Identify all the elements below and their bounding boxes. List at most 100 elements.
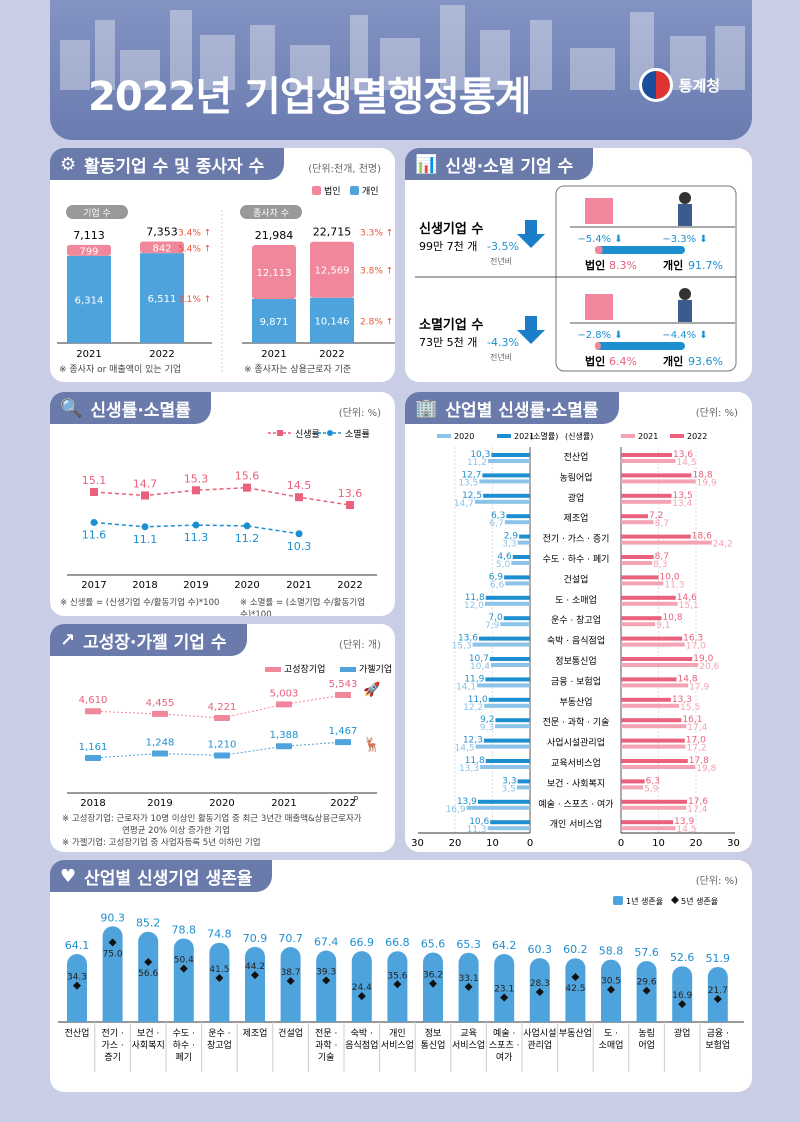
x-tick-label: 2021 [261,349,286,360]
heartbeat-icon: ♥ [60,865,77,887]
breakdown-box [555,185,737,372]
value-label: 17,0 [686,642,706,652]
value-label: 6,3 [646,776,660,786]
bar-value-label: 10,146 [315,316,350,327]
category-label: 광업 [674,1027,691,1039]
data-label: 15.3 [184,472,209,485]
data-label-5yr: 50.4 [174,956,194,966]
row-change: -3.5% [487,240,519,253]
unit-label: (단위:천개, 천명) [308,164,381,175]
data-label-1yr: 74.8 [207,928,232,941]
data-label: 5,543 [329,679,358,690]
value-label: 6,7 [490,519,504,529]
unit-label: (단위: %) [338,408,381,419]
value-label: 9,1 [656,621,670,631]
value-label: 6,3 [491,511,505,521]
header: 2022년 기업생멸행정통계 통계청 [50,0,752,140]
category-label: 가스 · [101,1040,123,1051]
value-label: 16,3 [683,634,703,644]
total-label: 21,984 [255,229,294,242]
value-label: 7,9 [485,621,500,631]
category-label: 광업 [568,492,585,504]
category-label: 증기 [104,1052,121,1063]
value-label: 9,2 [480,715,494,725]
data-point [335,691,351,698]
footnote: ※ 종사자 or 매출액이 있는 기업 [59,363,181,375]
bar-new-2021 [621,826,676,831]
value-label: 13,3 [672,695,692,705]
category-label: 제조업 [564,513,589,524]
marker-5yr-survival [713,994,722,1003]
x-tick-label: 30 [727,838,740,849]
document-search-icon: 🔍 [60,397,83,419]
value-label: 17,9 [689,682,709,692]
row-count: 73만 5천 개 [419,335,477,349]
bar-new-2022 [621,657,693,661]
chart-tab [240,205,302,219]
category-label: 개인 [389,1028,406,1039]
category-label: 예술 · [493,1028,515,1039]
corp-label: 법인 [585,354,605,368]
data-label-1yr: 64.1 [65,939,90,952]
legend-label: 2021 [638,432,658,441]
value-label: 14,6 [677,593,697,603]
legend-swatch-indiv [350,186,359,195]
person-icon [679,288,691,300]
x-tick-label: 20 [690,838,703,849]
bar-extinction-2020 [472,642,530,647]
change-label: 3.3% ↑ [360,229,393,239]
value-label: 8,7 [655,519,669,529]
data-point [152,710,168,717]
unit-label: (단위: %) [695,408,738,419]
value-label: 7,2 [649,511,663,521]
legend-label: 2021 [514,432,534,441]
bar-extinction-2020 [504,520,530,525]
value-label: 15,1 [679,601,699,611]
data-label: 15.6 [235,470,260,483]
preliminary-mark: p [354,794,359,802]
value-label: 16,9 [446,805,466,815]
panel-title: 활동기업 수 및 종사자 수 [84,156,265,177]
data-point [214,752,230,759]
data-label: 1,248 [146,737,175,748]
category-label: 소매업 [599,1040,624,1051]
bar-value-label: 9,871 [260,317,289,328]
category-label: 건설업 [278,1028,303,1039]
data-point [141,491,149,500]
bar-value-label: 12,113 [257,268,292,279]
data-label-5yr: 56.6 [138,969,158,979]
bar-new-2022 [621,616,662,621]
data-point [192,486,200,495]
data-label-5yr: 30.5 [601,977,621,987]
x-tick-label: 2017 [81,580,106,591]
legend-label: 개인 [362,186,379,197]
corp-change: −5.4% ⬇ [577,234,622,245]
bar-indiv [140,253,184,343]
data-point [85,755,101,761]
bar-1yr-survival [209,942,230,1022]
down-arrow-icon [517,220,545,248]
bar-new-2021 [621,703,680,708]
bar-extinction-2020 [495,724,530,729]
marker-5yr-survival [571,972,580,981]
chart-industry-rates: 2020 2021(소멸률) (신생률) 2021 202210,311,213,614… [411,431,740,849]
legend-swatch-corp [312,186,321,195]
data-label: 15.1 [82,474,107,487]
value-label: 10,8 [663,613,683,623]
total-label: 22,715 [313,226,352,239]
person-icon [678,204,692,226]
value-label: 12,2 [463,703,483,713]
value-label: 14,8 [678,674,698,684]
category-label: 사업시설관리업 [547,738,605,749]
value-label: 17,4 [687,723,707,733]
data-point [276,701,292,708]
value-label: 5,0 [496,560,511,570]
category-label: 전문 · 과학 · 기술 [543,717,610,728]
data-label-5yr: 29.6 [637,978,657,988]
corp-share: 6.4% [609,355,637,368]
marker-5yr-survival [251,971,259,980]
category-label: 수도 · 하수 · 폐기 [543,553,610,565]
data-point [346,501,354,510]
rocket-icon: 🚀 [363,681,381,698]
data-label: 1,388 [270,730,299,741]
